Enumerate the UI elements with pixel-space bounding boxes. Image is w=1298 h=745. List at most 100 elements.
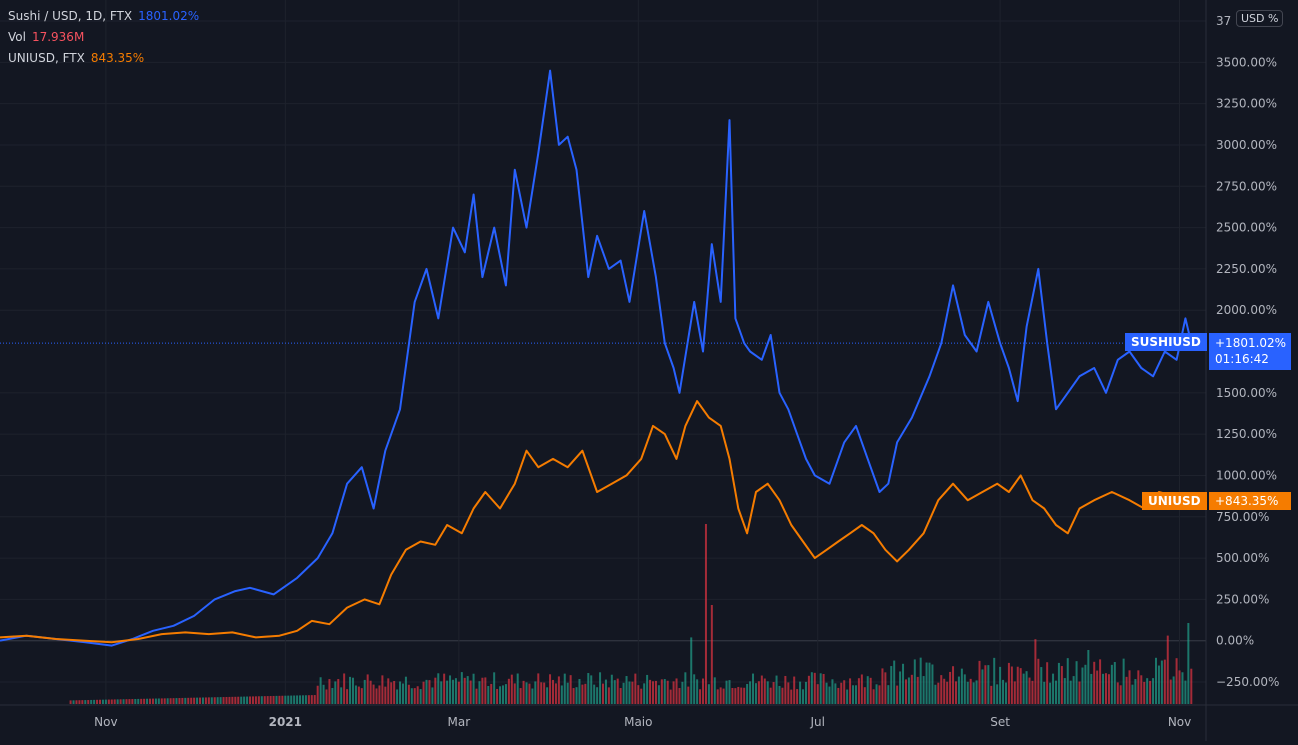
volume-bar	[899, 671, 902, 704]
volume-bar	[1187, 623, 1190, 704]
volume-bar	[713, 677, 716, 704]
volume-bar	[1072, 676, 1075, 704]
volume-bar	[752, 673, 755, 704]
volume-bar	[854, 685, 857, 704]
volume-bar	[419, 689, 422, 704]
volume-bar	[787, 682, 790, 704]
volume-bar	[663, 679, 666, 704]
volume-bar	[96, 699, 99, 704]
volume-bar	[613, 680, 616, 704]
volume-bar	[860, 674, 863, 704]
volume-bar	[296, 695, 299, 704]
volume-bar	[693, 674, 696, 704]
volume-bar	[913, 659, 916, 704]
legend-vol[interactable]: Vol 17.936M	[8, 27, 199, 48]
volume-bar	[196, 697, 199, 704]
volume-bar	[610, 674, 613, 704]
volume-bar	[957, 676, 960, 704]
volume-bar	[822, 673, 825, 704]
volume-bar	[1160, 660, 1163, 704]
volume-bar	[122, 699, 125, 704]
y-tick-label: 2500.00%	[1216, 221, 1277, 235]
volume-bar	[328, 679, 331, 704]
volume-bar	[549, 674, 552, 704]
volume-bar	[1157, 665, 1160, 704]
legend-uni[interactable]: UNIUSD, FTX 843.35%	[8, 48, 199, 69]
volume-bar	[1084, 664, 1087, 704]
volume-bar	[107, 699, 110, 704]
volume-bar	[284, 695, 287, 704]
volume-bar	[1137, 670, 1140, 704]
volume-bar	[740, 687, 743, 704]
volume-bar	[1031, 680, 1034, 704]
volume-bar	[204, 697, 207, 704]
legend-sushi[interactable]: Sushi / USD, 1D, FTX 1801.02%	[8, 6, 199, 27]
legend-vol-label: Vol	[8, 30, 26, 44]
volume-bar	[225, 696, 228, 704]
volume-bar	[840, 682, 843, 704]
volume-bar	[116, 699, 119, 704]
chart-legend: Sushi / USD, 1D, FTX 1801.02% Vol 17.936M …	[8, 6, 199, 69]
volume-bar	[1037, 658, 1040, 704]
volume-bar	[281, 695, 284, 704]
volume-bar	[1078, 681, 1081, 704]
y-tick-label: 3000.00%	[1216, 138, 1277, 152]
volume-bar	[684, 672, 687, 704]
volume-bar	[157, 698, 160, 704]
volume-bar	[499, 686, 502, 704]
volume-bar	[213, 697, 216, 704]
volume-bar	[604, 679, 607, 704]
volume-bar	[210, 697, 213, 704]
volume-bar	[984, 665, 987, 704]
volume-bar	[807, 675, 810, 704]
volume-bar	[590, 675, 593, 704]
volume-bar	[260, 696, 263, 704]
volume-bar	[540, 682, 543, 704]
volume-bar	[522, 680, 525, 704]
x-tick-label: Maio	[624, 715, 652, 729]
volume-bar	[599, 672, 602, 704]
volume-bar	[937, 682, 940, 704]
volume-bar	[790, 689, 793, 704]
volume-bar	[1057, 662, 1060, 704]
volume-bar	[872, 689, 875, 704]
volume-bar	[75, 700, 78, 704]
volume-bar	[669, 689, 672, 704]
volume-layer	[69, 524, 1193, 704]
y-tick-label: 3500.00%	[1216, 55, 1277, 69]
volume-bar	[69, 700, 72, 704]
volume-bar	[1169, 679, 1172, 704]
legend-uni-label: UNIUSD, FTX	[8, 51, 85, 65]
currency-unit-button[interactable]: USD %	[1236, 10, 1284, 27]
volume-bar	[531, 688, 534, 704]
volume-bar	[631, 681, 634, 704]
volume-bar	[293, 695, 296, 704]
volume-bar	[1107, 674, 1110, 704]
x-tick-label: Set	[990, 715, 1010, 729]
volume-bar	[1093, 661, 1096, 704]
volume-bar	[949, 671, 952, 704]
volume-bar	[922, 676, 925, 704]
volume-bar	[1016, 666, 1019, 704]
volume-bar	[775, 675, 778, 704]
volume-bar	[1152, 678, 1155, 704]
volume-bar	[846, 689, 849, 704]
volume-bar	[781, 687, 784, 704]
volume-bar	[201, 697, 204, 704]
volume-bar	[257, 696, 260, 704]
volume-bar	[754, 683, 757, 704]
volume-bar	[449, 675, 452, 704]
volume-bar	[372, 684, 375, 704]
volume-bar	[457, 681, 460, 704]
volume-bar	[1146, 678, 1149, 704]
volume-bar	[119, 699, 122, 704]
volume-bar	[1081, 667, 1084, 704]
volume-bar	[340, 687, 343, 704]
volume-bar	[1131, 684, 1134, 704]
volume-bar	[710, 605, 713, 704]
volume-bar	[143, 698, 146, 704]
volume-bar	[72, 700, 75, 704]
volume-bar	[216, 697, 219, 704]
volume-bar	[734, 688, 737, 704]
